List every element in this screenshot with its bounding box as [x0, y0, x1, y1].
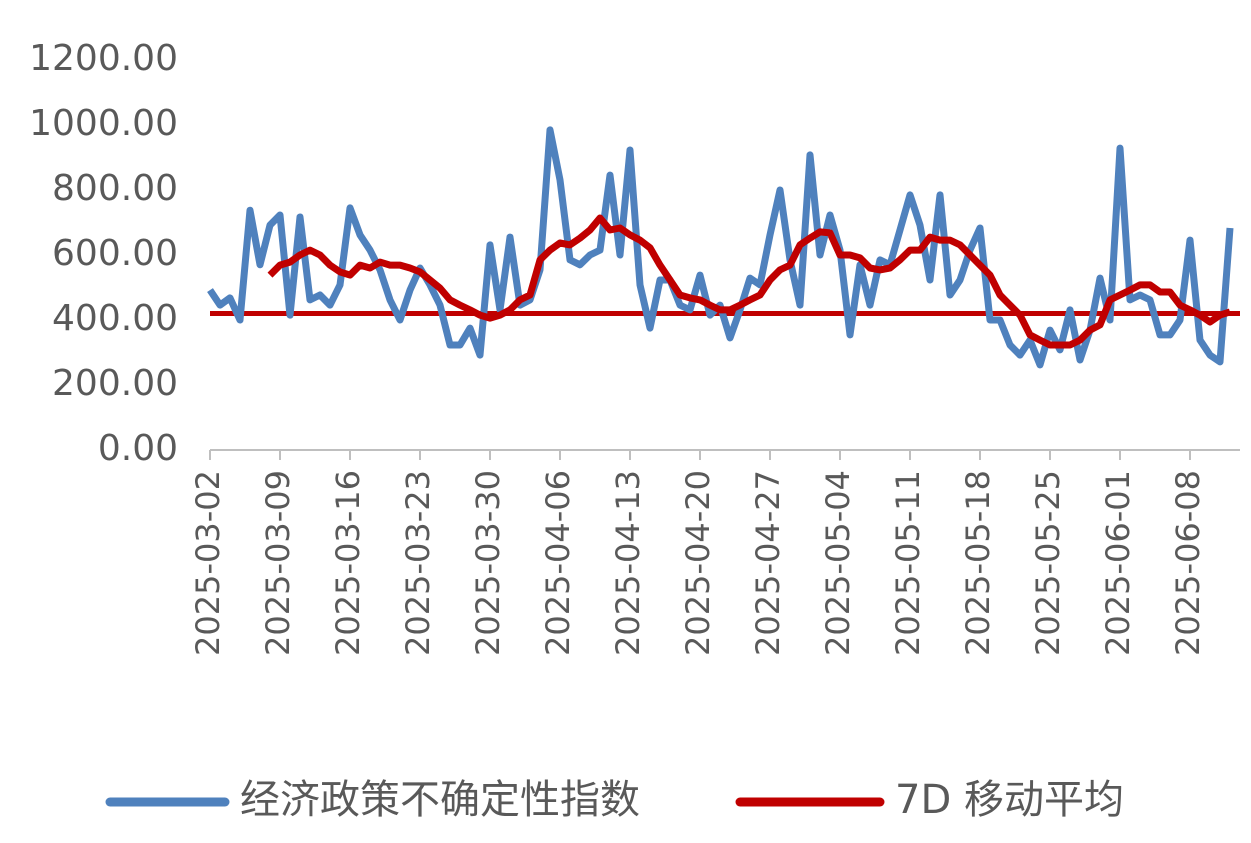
x-tick-label: 2025-05-04 — [819, 470, 857, 656]
x-tick-label: 2025-03-09 — [259, 470, 297, 656]
x-tick-label: 2025-03-23 — [399, 470, 437, 656]
x-tick-label: 2025-06-01 — [1099, 470, 1137, 656]
x-tick-label: 2025-04-27 — [749, 470, 787, 656]
y-tick-label: 0.00 — [98, 428, 178, 469]
y-tick-label: 400.00 — [52, 298, 178, 339]
x-tick-label: 2025-05-18 — [959, 470, 997, 656]
y-tick-label: 1000.00 — [29, 103, 178, 144]
y-tick-label: 600.00 — [52, 233, 178, 274]
x-tick-label: 2025-05-11 — [889, 470, 927, 656]
x-tick-label: 2025-06-08 — [1169, 470, 1207, 656]
series-line — [207, 126, 1234, 369]
y-tick-label: 200.00 — [52, 363, 178, 404]
legend-label: 7D 移动平均 — [895, 777, 1124, 823]
x-tick-label: 2025-04-20 — [679, 470, 717, 656]
x-tick-label: 2025-04-06 — [539, 470, 577, 656]
x-tick-label: 2025-05-25 — [1029, 470, 1067, 656]
y-tick-label: 1200.00 — [29, 38, 178, 79]
x-tick-label: 2025-03-16 — [329, 470, 367, 656]
x-tick-label: 2025-03-30 — [469, 470, 507, 656]
x-tick-label: 2025-03-02 — [189, 470, 227, 656]
legend-label: 经济政策不确定性指数 — [240, 777, 640, 823]
series-line — [267, 214, 1232, 349]
y-tick-label: 800.00 — [52, 168, 178, 209]
x-tick-label: 2025-04-13 — [609, 470, 647, 656]
